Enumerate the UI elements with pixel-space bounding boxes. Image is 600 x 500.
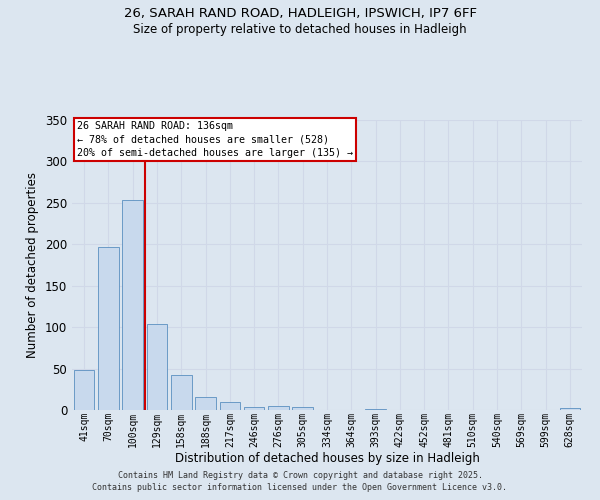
Bar [122,200,143,410]
Text: Contains HM Land Registry data © Crown copyright and database right 2025.
Contai: Contains HM Land Registry data © Crown c… [92,471,508,492]
Bar [195,396,216,410]
Bar [365,409,386,410]
Bar [98,247,119,410]
Y-axis label: Number of detached properties: Number of detached properties [26,172,40,358]
Bar [146,324,167,410]
Text: 26, SARAH RAND ROAD, HADLEIGH, IPSWICH, IP7 6FF: 26, SARAH RAND ROAD, HADLEIGH, IPSWICH, … [124,8,476,20]
Bar [220,402,240,410]
Bar [560,408,580,410]
Bar [292,406,313,410]
Bar [244,406,265,410]
Text: 26 SARAH RAND ROAD: 136sqm
← 78% of detached houses are smaller (528)
20% of sem: 26 SARAH RAND ROAD: 136sqm ← 78% of deta… [77,122,353,158]
X-axis label: Distribution of detached houses by size in Hadleigh: Distribution of detached houses by size … [175,452,479,465]
Bar [171,375,191,410]
Text: Size of property relative to detached houses in Hadleigh: Size of property relative to detached ho… [133,22,467,36]
Bar [268,406,289,410]
Bar [74,370,94,410]
